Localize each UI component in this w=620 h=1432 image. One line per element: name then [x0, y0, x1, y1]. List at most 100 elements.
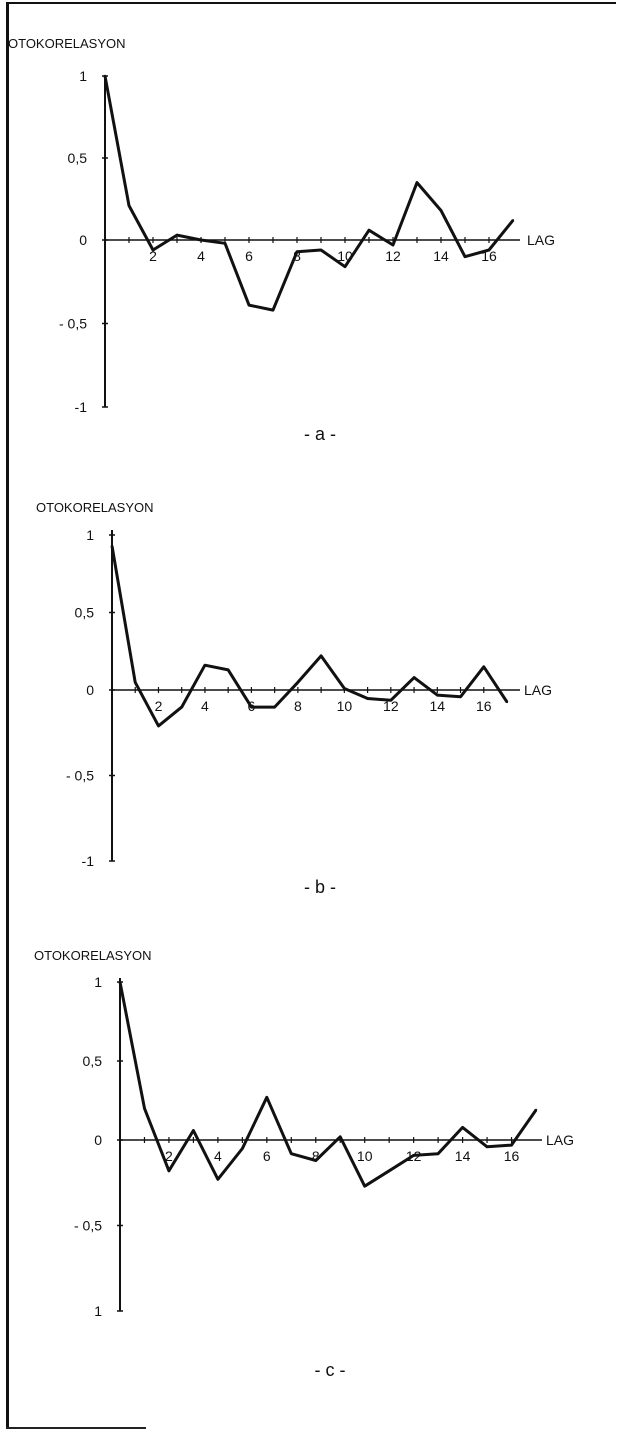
- chart-panel-c: 10,50- 0,512 4 6 8 10 12 14 16OTOKORELASYONLAG-…: [34, 948, 574, 1380]
- data-point: [510, 1143, 513, 1147]
- data-point: [436, 1152, 440, 1155]
- data-point: [175, 233, 179, 237]
- data-point: [103, 74, 107, 78]
- data-point: [412, 676, 416, 679]
- data-point: [439, 209, 443, 212]
- data-point: [127, 204, 131, 207]
- data-point: [314, 1159, 317, 1162]
- y-tick-label: 0,5: [75, 605, 95, 621]
- x-tick-label: 14: [455, 1148, 471, 1164]
- x-tick-label: 6: [245, 248, 253, 264]
- data-point: [367, 228, 371, 232]
- x-tick-label: 10: [337, 698, 353, 714]
- data-point: [167, 1169, 171, 1172]
- data-point: [143, 1107, 146, 1110]
- data-point: [391, 243, 395, 247]
- data-point: [203, 664, 207, 667]
- y-tick-label: 0: [86, 682, 94, 698]
- y-tick-label: 1: [94, 974, 102, 990]
- data-point: [241, 1147, 244, 1150]
- y-tick-label: - 0,5: [59, 316, 87, 332]
- autocorrelation-line: [110, 545, 509, 728]
- data-point: [343, 265, 347, 268]
- data-point: [485, 1145, 489, 1149]
- data-point: [389, 699, 393, 702]
- data-point: [319, 248, 323, 252]
- data-point: [482, 665, 485, 668]
- x-tick-label: 8: [293, 248, 301, 264]
- data-point: [273, 705, 276, 709]
- x-tick-label: 12: [385, 248, 401, 264]
- data-point: [463, 255, 467, 258]
- x-tick-label: 4: [214, 1148, 222, 1164]
- data-point: [271, 308, 275, 312]
- data-point: [412, 1154, 415, 1157]
- data-point: [226, 668, 230, 672]
- data-point: [199, 238, 203, 242]
- page-border: [6, 2, 616, 1428]
- x-tick-label: 14: [430, 698, 446, 714]
- x-tick-label: 4: [201, 698, 209, 714]
- autocorrelation-line: [118, 981, 538, 1188]
- data-point: [151, 248, 155, 252]
- x-axis-title: LAG: [527, 232, 555, 248]
- data-point: [319, 654, 323, 658]
- x-tick-label: 8: [312, 1148, 320, 1164]
- x-tick-label: 10: [357, 1148, 373, 1164]
- data-point: [436, 693, 439, 697]
- data-point: [180, 705, 183, 709]
- x-tick-label: 12: [383, 698, 399, 714]
- data-point: [295, 250, 299, 253]
- data-point: [157, 724, 160, 728]
- data-point: [343, 687, 346, 690]
- data-point: [415, 181, 419, 184]
- y-axis-title: OTOKORELASYON: [34, 948, 152, 963]
- data-point: [265, 1096, 269, 1099]
- x-axis-title: LAG: [546, 1132, 574, 1148]
- y-tick-label: - 0,5: [66, 768, 94, 784]
- data-point: [339, 1135, 342, 1139]
- y-tick-label: 0,5: [68, 150, 88, 166]
- y-tick-label: 1: [94, 1303, 102, 1319]
- panel-caption: - b -: [304, 877, 336, 897]
- x-axis-title: LAG: [524, 682, 552, 698]
- data-point: [296, 681, 300, 684]
- x-tick-label: 2: [155, 698, 163, 714]
- x-tick-label: 2: [165, 1148, 173, 1164]
- data-point: [487, 248, 491, 252]
- data-point: [247, 303, 251, 307]
- x-tick-label: 4: [197, 248, 205, 264]
- data-point: [118, 980, 122, 984]
- autocorrelation-line: [103, 75, 515, 312]
- data-point: [290, 1152, 293, 1155]
- data-point: [250, 705, 253, 709]
- y-tick-label: 0: [94, 1132, 102, 1148]
- data-point: [366, 697, 369, 700]
- data-point: [134, 681, 137, 684]
- x-tick-label: 6: [263, 1148, 271, 1164]
- y-tick-label: - 0,5: [74, 1218, 102, 1234]
- x-tick-label: 16: [504, 1148, 520, 1164]
- y-tick-label: 0: [79, 232, 87, 248]
- y-tick-label: 1: [86, 527, 94, 543]
- y-axis-title: OTOKORELASYON: [36, 500, 154, 515]
- chart-panel-b: 10,50- 0,5-1246810121416OTOKORELASYONLAG…: [36, 500, 552, 897]
- data-point: [459, 695, 462, 699]
- chart-panel-a: 10,50- 0,5-12 4 6 8 10 12 14 16OTOKORELASYONLAG…: [8, 36, 555, 444]
- data-point: [534, 1108, 538, 1112]
- data-point: [363, 1184, 366, 1188]
- y-tick-label: -1: [82, 853, 95, 869]
- data-point: [511, 219, 515, 222]
- y-tick-label: -1: [75, 399, 88, 415]
- data-point: [505, 700, 509, 704]
- data-point: [461, 1126, 464, 1129]
- data-point: [192, 1129, 195, 1132]
- y-tick-label: 0,5: [83, 1053, 103, 1069]
- x-tick-label: 16: [476, 698, 492, 714]
- data-point: [223, 242, 227, 245]
- x-tick-label: 14: [433, 248, 449, 264]
- x-tick-label: 8: [294, 698, 302, 714]
- y-tick-label: 1: [79, 68, 87, 84]
